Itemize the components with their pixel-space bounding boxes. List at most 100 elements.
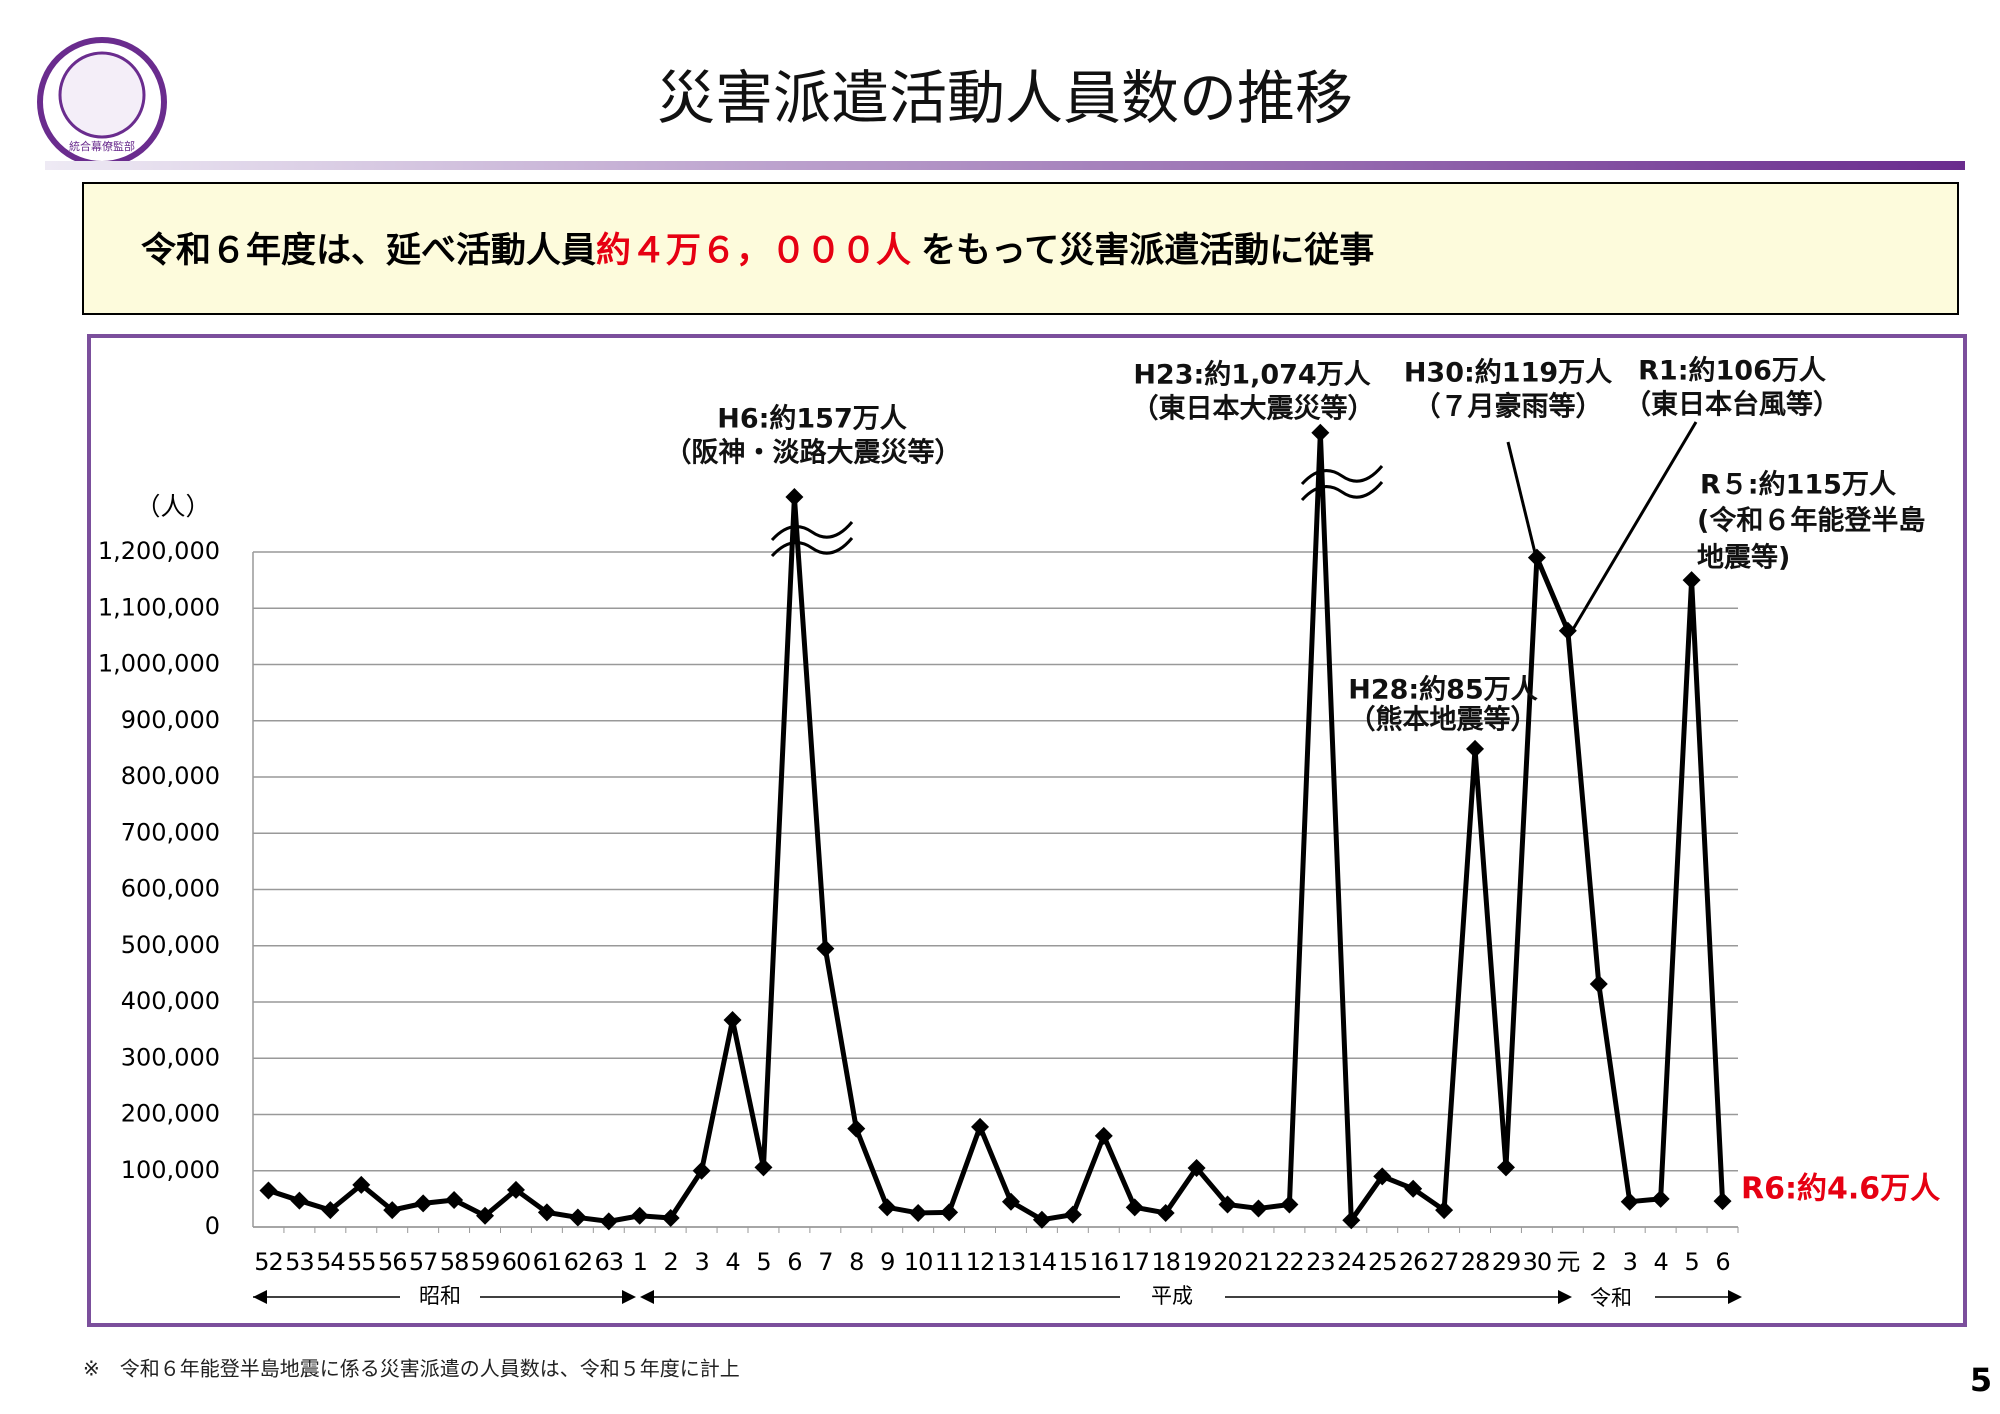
banner-text: 令和６年度は、延べ活動人員約４万６，０００人 をもって災害派遣活動に従事 bbox=[141, 231, 1374, 271]
x-tick-label: 6 bbox=[1715, 1248, 1729, 1276]
marker bbox=[445, 1191, 464, 1209]
marker bbox=[1527, 548, 1546, 567]
era-label: 昭和 bbox=[419, 1284, 461, 1308]
marker bbox=[1496, 1158, 1515, 1177]
title: 災害派遣活動人員数の推移 bbox=[657, 64, 1353, 132]
logo-text: 統合幕僚監部 bbox=[69, 139, 135, 153]
page-number: 5 bbox=[1970, 1361, 1992, 1399]
y-tick-label: 200,000 bbox=[121, 1100, 220, 1128]
y-tick-label: 1,000,000 bbox=[98, 650, 220, 678]
x-tick-label: 63 bbox=[595, 1248, 624, 1276]
annotation: （７月豪雨等） bbox=[1414, 391, 1603, 423]
y-tick-label: 800,000 bbox=[121, 762, 220, 790]
x-tick-label: 59 bbox=[471, 1248, 500, 1276]
y-tick-label: 100,000 bbox=[121, 1156, 220, 1184]
annotation: R1:約106万人 bbox=[1638, 355, 1826, 387]
marker bbox=[290, 1191, 309, 1210]
banner-highlight: 約４万６，０００人 bbox=[596, 231, 911, 271]
marker bbox=[816, 939, 835, 958]
marker bbox=[1280, 1195, 1299, 1214]
era-arrows bbox=[253, 1290, 1742, 1304]
x-tick-label: 3 bbox=[1623, 1248, 1637, 1276]
x-tick-label: 20 bbox=[1213, 1248, 1242, 1276]
marker bbox=[383, 1201, 402, 1220]
y-tick-label: 600,000 bbox=[121, 875, 220, 903]
marker bbox=[568, 1208, 587, 1227]
marker bbox=[785, 488, 804, 507]
marker bbox=[1311, 423, 1330, 442]
annotation: H6:約157万人 bbox=[717, 403, 907, 435]
x-tick-label: 24 bbox=[1337, 1248, 1366, 1276]
annotation: H23:約1,074万人 bbox=[1133, 359, 1370, 391]
x-tick-label: 57 bbox=[409, 1248, 438, 1276]
marker bbox=[1682, 571, 1701, 590]
x-tick-label: 3 bbox=[694, 1248, 708, 1276]
era-label: 令和 bbox=[1590, 1286, 1632, 1310]
x-tick-label: 25 bbox=[1368, 1248, 1397, 1276]
x-tick-label: 11 bbox=[935, 1248, 964, 1276]
annotation: （阪神・淡路大震災等） bbox=[665, 437, 962, 469]
x-tick-label: 17 bbox=[1120, 1248, 1149, 1276]
marker bbox=[847, 1119, 866, 1138]
y-tick-label: 700,000 bbox=[121, 818, 220, 846]
x-tick-label: 58 bbox=[440, 1248, 469, 1276]
x-tick-label: 5 bbox=[1684, 1248, 1698, 1276]
annotation: R５:約115万人 bbox=[1700, 469, 1896, 501]
x-tick-label: 8 bbox=[849, 1248, 863, 1276]
marker bbox=[352, 1175, 371, 1194]
x-tick-label: 52 bbox=[254, 1248, 283, 1276]
x-tick-label: 23 bbox=[1306, 1248, 1335, 1276]
logo-inner bbox=[58, 51, 146, 139]
marker bbox=[878, 1198, 897, 1217]
annotation: （熊本地震等） bbox=[1349, 704, 1538, 736]
chart-frame bbox=[87, 334, 1967, 1327]
marker bbox=[1651, 1189, 1670, 1208]
x-tick-label: 5 bbox=[756, 1248, 770, 1276]
y-unit: （人） bbox=[135, 492, 210, 521]
axis-break bbox=[770, 465, 1384, 558]
marker bbox=[630, 1206, 649, 1225]
x-tick-label: 27 bbox=[1430, 1248, 1459, 1276]
marker bbox=[1094, 1126, 1113, 1145]
x-tick-label: 18 bbox=[1151, 1248, 1180, 1276]
annotation: (令和６年能登半島 bbox=[1697, 505, 1925, 537]
banner bbox=[82, 182, 1959, 315]
plot: 0 100,000 200,000 300,000 400,000 500,000 600,… bbox=[98, 423, 1739, 1276]
marker bbox=[971, 1117, 990, 1136]
y-tick-label: 1,200,000 bbox=[98, 537, 220, 565]
x-tick-label: 16 bbox=[1090, 1248, 1119, 1276]
x-tick-label: 26 bbox=[1399, 1248, 1428, 1276]
banner-tail: をもって災害派遣活動に従事 bbox=[921, 231, 1374, 271]
x-tick-label: 14 bbox=[1028, 1248, 1057, 1276]
banner-lead: 令和６年度は、延べ活動人員 bbox=[141, 231, 596, 271]
x-tick-label: 29 bbox=[1492, 1248, 1521, 1276]
leader-line bbox=[1506, 441, 1538, 558]
x-tick-label: 19 bbox=[1182, 1248, 1211, 1276]
x-tick-label: 13 bbox=[997, 1248, 1026, 1276]
marker bbox=[476, 1206, 495, 1225]
x-tick-label: 30 bbox=[1523, 1248, 1552, 1276]
x-tick-label: 4 bbox=[1654, 1248, 1668, 1276]
marker bbox=[940, 1203, 959, 1222]
x-tick-label: 60 bbox=[502, 1248, 531, 1276]
marker bbox=[1187, 1158, 1206, 1177]
x-tick-label: 9 bbox=[880, 1248, 894, 1276]
x-tick-label: 2 bbox=[1592, 1248, 1606, 1276]
marker bbox=[1589, 975, 1608, 993]
marker bbox=[723, 1011, 742, 1029]
x-tick-label: 53 bbox=[285, 1248, 314, 1276]
x-tick-label: 12 bbox=[966, 1248, 995, 1276]
x-tick-label: 15 bbox=[1059, 1248, 1088, 1276]
x-tick-label: 55 bbox=[347, 1248, 376, 1276]
marker bbox=[1435, 1201, 1454, 1220]
marker bbox=[1373, 1167, 1392, 1186]
x-tick-label: 56 bbox=[378, 1248, 407, 1276]
y-tick-label: 900,000 bbox=[121, 706, 220, 734]
series-line bbox=[267, 430, 1726, 1224]
marker bbox=[1558, 621, 1577, 640]
x-tick-label: 7 bbox=[818, 1248, 832, 1276]
marker bbox=[414, 1194, 433, 1213]
y-tick-label: 400,000 bbox=[121, 987, 220, 1015]
marker bbox=[259, 1181, 278, 1200]
